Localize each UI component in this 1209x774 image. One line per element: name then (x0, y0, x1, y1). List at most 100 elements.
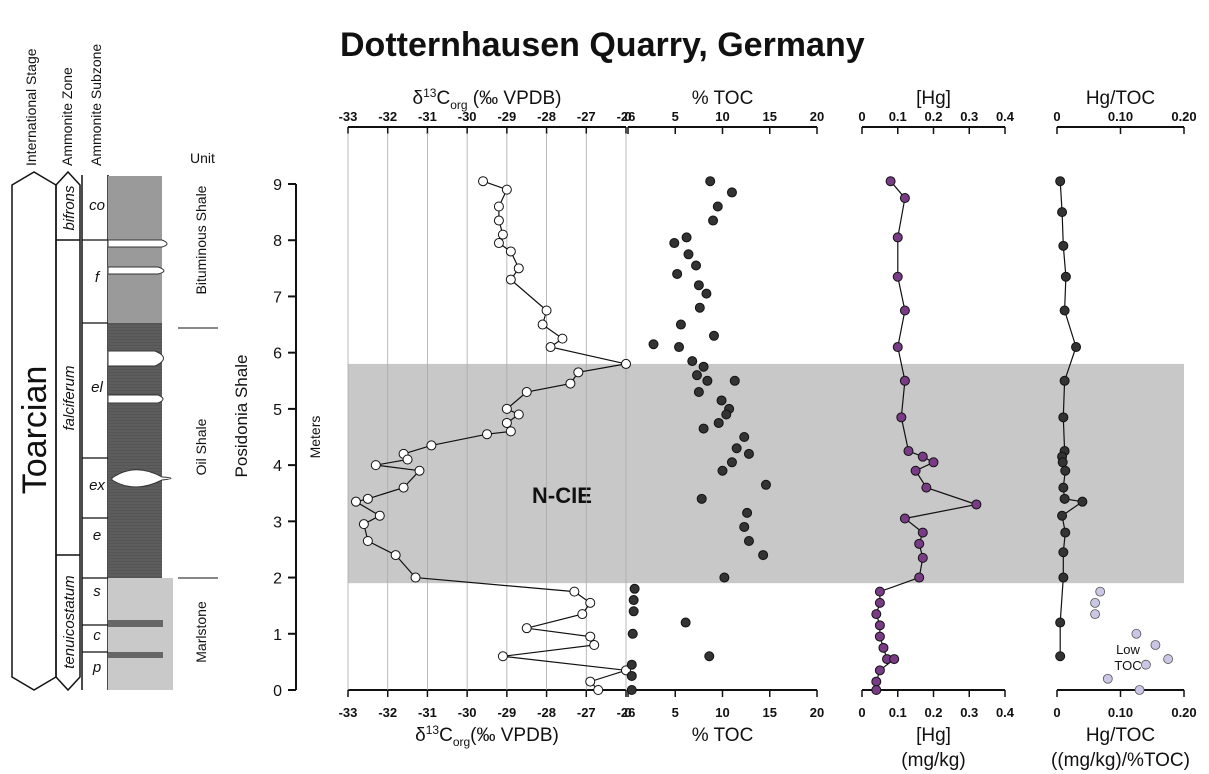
panel-1-data-point (698, 423, 709, 434)
panel-0-top-tick-label: -31 (418, 109, 437, 124)
ncie-label: N-CIE (532, 483, 592, 508)
panel-0-bottom-tick-label: -32 (378, 705, 397, 720)
unit-header: Unit (190, 150, 215, 166)
panel-2-data-point (892, 232, 903, 243)
panel-1-data-point (739, 432, 750, 442)
subzone-label-3: ex (89, 477, 105, 494)
zone-label-2: tenuicostatum (61, 575, 78, 668)
panel-1-data-point (696, 493, 707, 504)
panel-2-top-tick-label: 0.3 (960, 109, 978, 124)
panel-2-data-point (928, 457, 939, 468)
panel-0-data-point (585, 631, 596, 642)
panel-3-data-point (1058, 572, 1069, 583)
panel-2-bottom-title-0: [Hg] (916, 725, 951, 746)
panel-2-data-point (892, 342, 903, 353)
panel-3-low-toc-point (1150, 640, 1161, 650)
panel-1-data-point (626, 670, 637, 681)
panel-1-top-tick-label: 15 (763, 109, 777, 124)
panel-2-data-point (921, 482, 932, 493)
panel-0-bottom-title-part: org (453, 735, 470, 749)
panel-1-data-point (694, 302, 705, 313)
panel-1-bottom-title: % TOC (692, 725, 754, 746)
panel-3-data-point (1055, 651, 1066, 662)
panel-0-bottom-title-part: δ (415, 725, 426, 746)
panel-1-data-point (691, 260, 702, 271)
panel-2-data-point (874, 597, 885, 608)
panel-2-data-point (874, 620, 885, 631)
panel-3-data-point (1059, 493, 1070, 504)
panel-0-top-tick-label: -28 (537, 109, 556, 124)
panel-0-data-point (358, 519, 369, 530)
panel-0-data-point (398, 482, 409, 493)
panel-2-data-point (914, 538, 925, 549)
lith-marl-band-0 (108, 620, 163, 627)
panel-1-top-tick-label: 0 (624, 109, 631, 124)
panel-0-data-point (585, 597, 596, 608)
zone-label-1: falciferum (61, 365, 78, 430)
panel-3-bottom-title-0: Hg/TOC (1086, 725, 1155, 746)
panel-2-bottom-tick-label: 0.3 (960, 705, 978, 720)
panel-1-data-point (721, 409, 732, 420)
panel-3-top-tick-label: 0 (1053, 109, 1060, 124)
panel-1-data-point (687, 356, 698, 367)
panel-1-data-point (729, 375, 740, 386)
y-tick-label: 4 (273, 458, 282, 475)
panel-0-data-point (521, 623, 532, 634)
panel-2-data-point (917, 451, 928, 462)
concretion-3 (107, 350, 164, 367)
panel-1-data-point (708, 215, 719, 226)
concretion-2 (107, 266, 165, 275)
subzone-label-0: co (89, 197, 105, 214)
panel-3-data-point (1057, 510, 1068, 521)
y-tick-label: 9 (273, 177, 282, 194)
panel-0-data-point (505, 246, 516, 257)
panel-2-data-point (874, 586, 885, 597)
panel-1-data-point (731, 443, 742, 454)
panel-2-data-point (885, 176, 896, 187)
panel-3-low-toc-point (1090, 597, 1100, 608)
panel-0-data-point (350, 496, 361, 507)
y-tick-label: 5 (273, 402, 282, 419)
panel-0-data-point (497, 229, 508, 240)
panel-0-bottom-tick-label: -28 (537, 705, 556, 720)
panel-2-data-point (874, 631, 885, 642)
panel-1-data-point (760, 479, 771, 490)
panel-0-data-point (577, 609, 588, 620)
panel-3-bottom-tick-label: 0 (1053, 705, 1060, 720)
subzone-label-7: p (92, 659, 101, 676)
panel-3-data-point (1060, 271, 1071, 282)
panel-3-data-point (1055, 617, 1066, 628)
panel-0-data-point (513, 263, 524, 274)
panel-2-data-point (899, 375, 910, 386)
y-tick-label: 3 (273, 514, 282, 531)
panel-0-data-point (362, 536, 373, 547)
unit-label-0: Bituminous Shale (193, 185, 209, 294)
panel-2-data-point (899, 193, 910, 204)
subzone-label-6: c (93, 627, 101, 644)
panel-1-data-point (627, 628, 638, 639)
panel-0-data-point (585, 676, 596, 687)
panel-1-data-point (693, 280, 704, 291)
panel-0-data-point (537, 319, 548, 330)
panel-0-data-point (565, 378, 576, 389)
panel-1-data-point (743, 536, 754, 547)
panel-2-data-point (892, 271, 903, 282)
panel-3-low-toc-point (1090, 609, 1100, 619)
panel-2-data-point (914, 572, 925, 583)
panel-0-bottom-title: δ13Corg(‰ VPDB) (415, 723, 559, 749)
zone-box (55, 170, 81, 692)
panel-0-top-title-part: (‰ VPDB) (468, 88, 562, 109)
panel-3-data-point (1059, 375, 1070, 386)
panel-0-top-title-part: δ (413, 88, 424, 109)
panel-0-data-point (589, 640, 600, 651)
panel-0-data-point (521, 387, 532, 398)
panel-1-bottom-tick-label: 0 (624, 705, 631, 720)
panel-1-data-point (675, 319, 686, 330)
unit-label-1: Oil Shale (193, 418, 209, 475)
panel-3-bottom-tick-label: 0.10 (1108, 705, 1133, 720)
panel-3-low-toc-point (1141, 659, 1151, 670)
figure-title: Dotternhausen Quarry, Germany (340, 26, 865, 64)
panel-1-bottom-tick-label: 20 (810, 705, 824, 720)
column-header-2: Ammonite Subzone (88, 44, 104, 166)
panel-0-data-point (426, 440, 437, 451)
